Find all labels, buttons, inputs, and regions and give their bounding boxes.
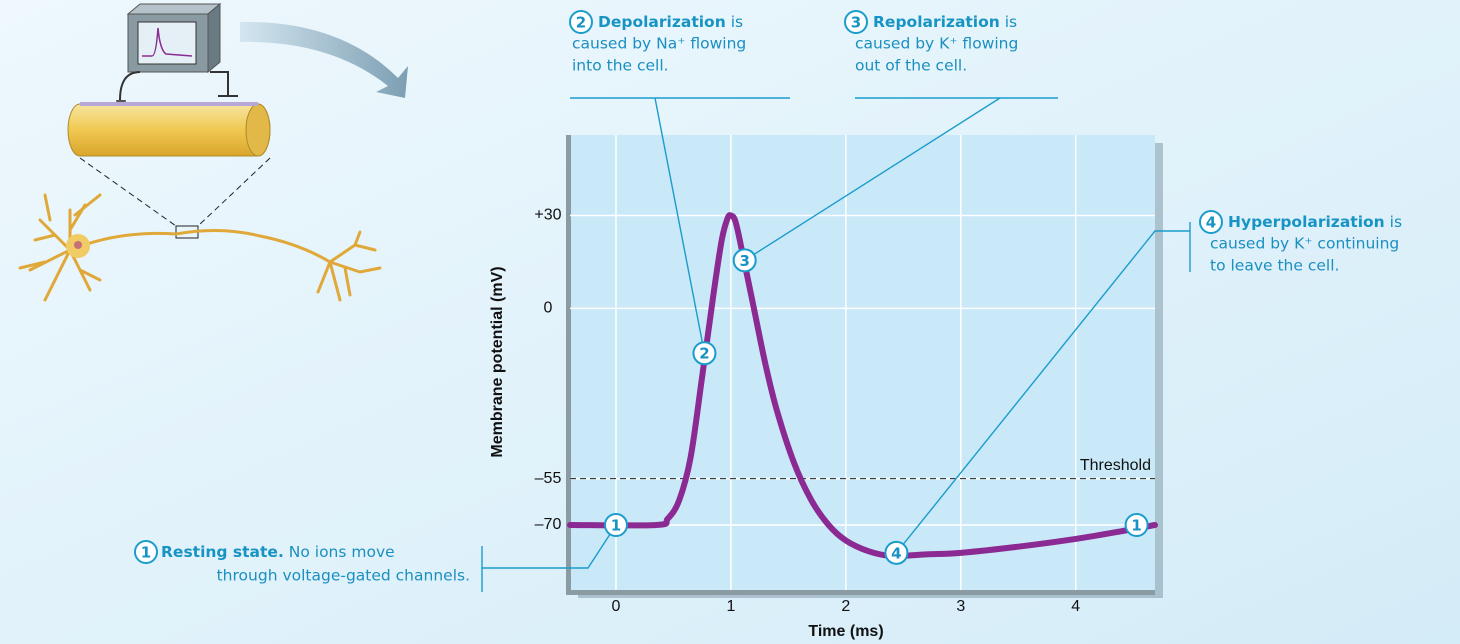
annotation-title: Resting state. [161, 543, 284, 561]
potential-curve [567, 212, 1158, 560]
marker [1124, 513, 1149, 537]
annotation-suffix: No ions move [289, 543, 395, 561]
x-tick-label: 1 [726, 598, 735, 615]
annotation: 2 Depolarization is caused by Na⁺ flowing i… [569, 10, 746, 75]
annotation-line: out of the cell. [855, 57, 967, 75]
x-axis-title: Time (ms) [808, 623, 883, 640]
annotation: 4 Hyperpolarization is caused by K⁺ contin… [1199, 210, 1402, 275]
leader-line [482, 524, 617, 569]
y-axis [566, 135, 571, 595]
annotation-title: Repolarization [873, 13, 1000, 31]
annotation: 1 Resting state. No ions move through volt… [134, 540, 470, 585]
annotation-suffix: is [731, 13, 743, 31]
plot-area [570, 135, 1155, 590]
marker [603, 513, 628, 537]
note-badge [569, 10, 593, 34]
y-tick-label: –70 [535, 516, 562, 533]
x-axis [566, 590, 1155, 595]
marker [884, 540, 909, 565]
note-badge-number: 4 [1206, 214, 1216, 232]
y-tick-label: +30 [534, 207, 561, 224]
annotation-title: Depolarization [598, 13, 726, 31]
illustration [18, 2, 408, 302]
annotations: 1 2 3 4 1 1 Resting state. No ions move through… [134, 10, 1402, 592]
leader-line [654, 97, 706, 354]
annotation-line: through voltage-gated channels. [217, 567, 470, 585]
y-axis-title: Membrane potential (mV) [489, 266, 506, 457]
x-tick-label: 0 [612, 598, 621, 615]
note-badge [1199, 210, 1223, 234]
grid [570, 135, 1155, 590]
annotation-line: into the cell. [572, 57, 669, 75]
marker-number: 1 [1131, 517, 1141, 535]
annotation-title: Hyperpolarization [1228, 213, 1385, 231]
marker-number: 2 [699, 345, 709, 363]
x-tick-label: 2 [841, 598, 850, 615]
x-tick-label: 3 [956, 598, 965, 615]
note-badge-number: 1 [141, 544, 151, 562]
annotation-line: to leave the cell. [1210, 257, 1339, 275]
annotation-line: caused by K⁺ flowing [855, 35, 1018, 53]
note-badge [134, 540, 158, 564]
leader-line [744, 97, 1001, 261]
annotation-suffix: is [1390, 213, 1402, 231]
plot: Threshold [567, 212, 1158, 560]
annotation-line: caused by Na⁺ flowing [572, 35, 746, 53]
annotation-heading: Repolarization is [873, 13, 1017, 31]
annotation-suffix: is [1005, 13, 1017, 31]
y-tick-label: –55 [535, 470, 562, 487]
marker-number: 3 [739, 252, 749, 270]
x-tick-label: 4 [1071, 598, 1080, 615]
annotation: 3 Repolarization is caused by K⁺ flowing ou… [844, 10, 1018, 75]
annotation-heading: Resting state. No ions move [161, 543, 395, 561]
annotation-line: caused by K⁺ continuing [1210, 235, 1399, 253]
y-tick-label: 0 [544, 300, 553, 317]
note-badge [844, 10, 868, 34]
leader-line [895, 230, 1190, 554]
threshold-label: Threshold [1080, 457, 1151, 474]
marker [732, 248, 757, 273]
note-badge-number: 3 [851, 14, 861, 32]
marker-number: 1 [611, 517, 621, 535]
note-badge-number: 2 [576, 14, 586, 32]
marker [692, 341, 717, 366]
annotation-heading: Hyperpolarization is [1228, 213, 1402, 231]
marker-number: 4 [891, 544, 901, 562]
annotation-heading: Depolarization is [598, 13, 743, 31]
